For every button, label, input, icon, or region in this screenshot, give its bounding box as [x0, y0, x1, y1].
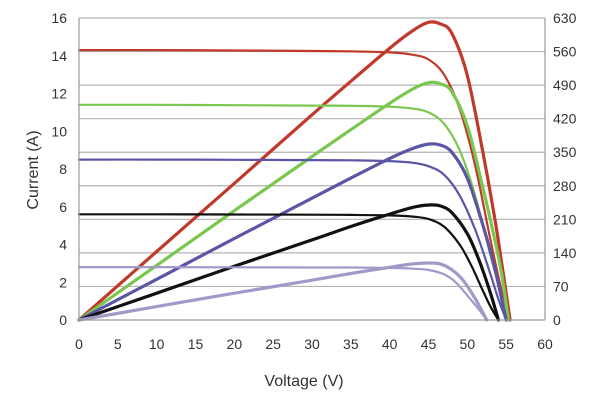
power-curve	[77, 80, 511, 322]
x-tick-label: 5	[114, 336, 122, 352]
y-tick-label: 10	[51, 123, 67, 139]
x-tick-label: 30	[304, 336, 320, 352]
y-axis-label: Current (A)	[25, 130, 42, 209]
x-tick-label: 0	[75, 336, 83, 352]
x-tick-label: 10	[149, 336, 165, 352]
y-right-tick-label: 350	[553, 144, 577, 160]
x-tick-label: 25	[265, 336, 281, 352]
plot-frame	[78, 18, 546, 321]
x-tick-label: 45	[421, 336, 437, 352]
x-tick-label: 35	[343, 336, 359, 352]
y-right-tick-label: 210	[553, 211, 577, 227]
current-curve	[77, 48, 512, 322]
y-right-tick-label: 280	[553, 178, 577, 194]
y-right-tick-label: 70	[553, 278, 569, 294]
y-right-tick-label: 420	[553, 111, 577, 127]
current-curve	[77, 158, 508, 322]
y-right-tick-label: 140	[553, 245, 577, 261]
x-tick-label: 40	[382, 336, 398, 352]
y-right-tick-label: 630	[553, 10, 577, 26]
y-tick-label: 14	[51, 48, 67, 64]
power-curve	[77, 142, 508, 322]
y-tick-label: 8	[59, 161, 67, 177]
y-right-tick-label: 560	[553, 44, 577, 60]
y-tick-label: 2	[59, 274, 67, 290]
x-tick-label: 15	[188, 336, 204, 352]
power-curve	[77, 261, 489, 322]
x-tick-label: 55	[498, 336, 514, 352]
y-right-tick-label: 490	[553, 77, 577, 93]
current-curve	[77, 213, 500, 322]
y-tick-label: 16	[51, 10, 67, 26]
power-curve	[77, 20, 512, 322]
tick-labels: 0246810121416070140210280350420490560630…	[51, 10, 576, 352]
y-right-tick-label: 0	[553, 312, 561, 328]
y-tick-label: 12	[51, 86, 67, 102]
y-tick-label: 0	[59, 312, 67, 328]
series-lines	[77, 20, 512, 322]
x-tick-label: 60	[537, 336, 553, 352]
y-tick-label: 6	[59, 199, 67, 215]
y-tick-label: 4	[59, 237, 67, 253]
x-axis-label: Voltage (V)	[264, 373, 343, 390]
x-tick-label: 50	[460, 336, 476, 352]
x-tick-label: 20	[227, 336, 243, 352]
current-curve	[77, 266, 488, 322]
